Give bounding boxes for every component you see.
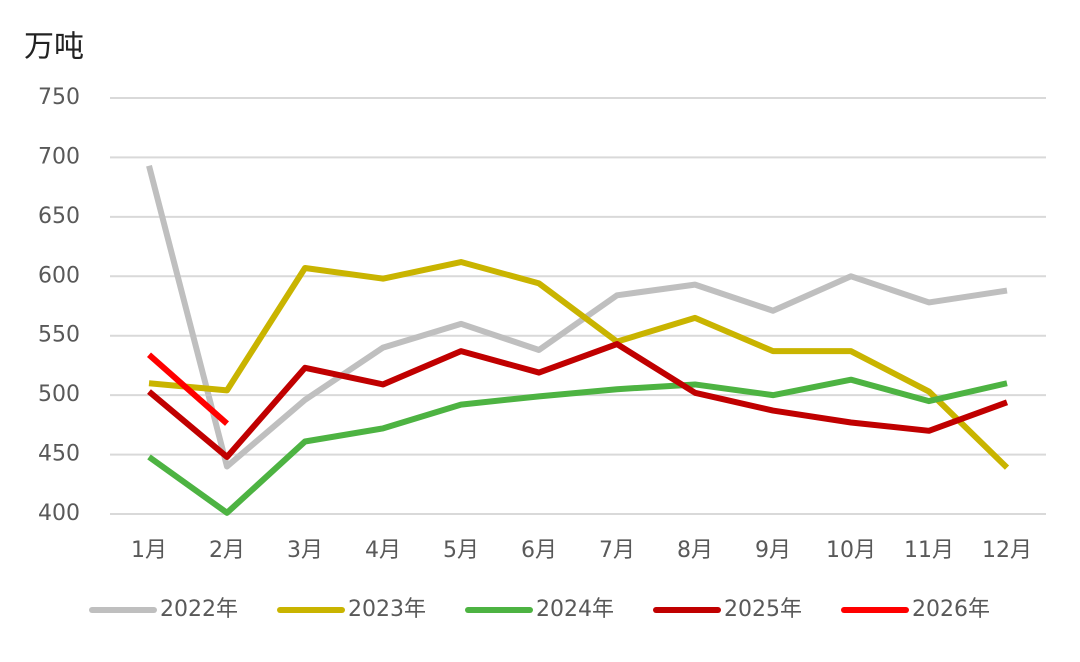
x-tick-label: 3月 xyxy=(287,538,323,563)
x-tick-label: 6月 xyxy=(521,538,557,563)
series-line xyxy=(146,164,1008,470)
legend-label: 2022年 xyxy=(160,597,238,622)
y-tick-label: 750 xyxy=(38,85,80,110)
y-tick-label: 400 xyxy=(38,501,80,526)
y-tick-label: 600 xyxy=(38,263,80,288)
y-tick-label: 450 xyxy=(38,442,80,467)
x-tick-label: 2月 xyxy=(209,538,245,563)
y-axis-label: 万吨 xyxy=(24,30,84,65)
y-tick-label: 700 xyxy=(38,144,80,169)
legend-label: 2024年 xyxy=(536,597,614,622)
x-tick-label: 5月 xyxy=(443,538,479,563)
legend-label: 2026年 xyxy=(912,597,990,622)
series-line xyxy=(148,259,1010,470)
x-tick-label: 11月 xyxy=(904,538,954,563)
legend-label: 2025年 xyxy=(724,597,802,622)
x-tick-label: 9月 xyxy=(755,538,791,563)
y-tick-label: 500 xyxy=(38,382,80,407)
y-tick-label: 650 xyxy=(38,204,80,229)
x-tick-label: 1月 xyxy=(131,538,167,563)
x-tick-label: 7月 xyxy=(599,538,635,563)
series-line xyxy=(147,352,229,426)
legend-label: 2023年 xyxy=(348,597,426,622)
series-line xyxy=(147,341,1009,460)
x-tick-label: 12月 xyxy=(982,538,1032,563)
x-tick-label: 10月 xyxy=(826,538,876,563)
x-tick-label: 8月 xyxy=(677,538,713,563)
series-line xyxy=(147,376,1008,516)
x-tick-label: 4月 xyxy=(365,538,401,563)
y-tick-label: 550 xyxy=(38,323,80,348)
